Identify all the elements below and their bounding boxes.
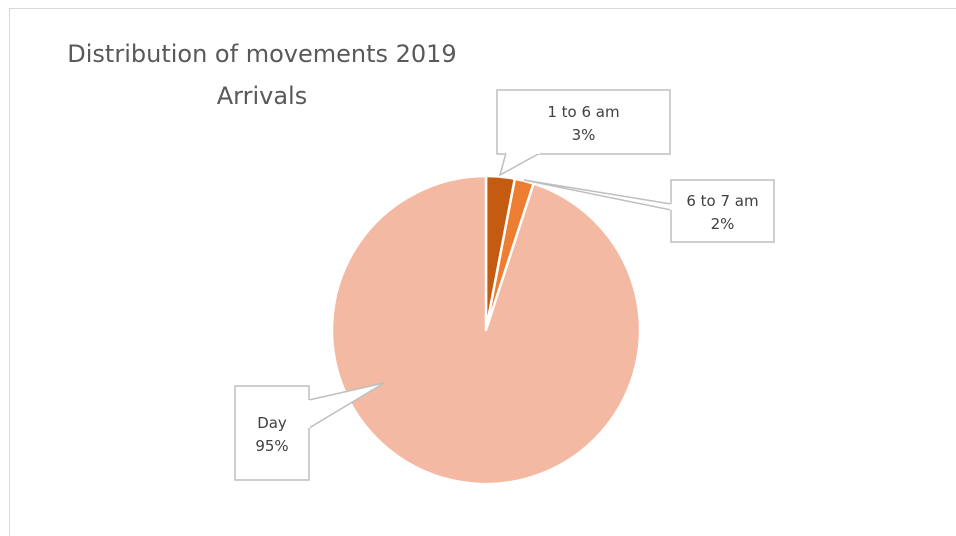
callout-box <box>234 385 310 481</box>
callout-category-label: 6 to 7 am <box>686 192 758 210</box>
data-label-callout-day: Day 95% <box>234 382 385 481</box>
callout-percent-label: 2% <box>711 215 735 233</box>
chart-subtitle: Arrivals <box>217 82 307 110</box>
callout-box <box>496 89 671 155</box>
pie-slices <box>330 174 642 486</box>
callout-box <box>670 179 775 243</box>
data-label-callout-1-to-6-am: 1 to 6 am 3% <box>496 89 671 177</box>
pie-data-labels: 1 to 6 am 3% 6 to 7 am 2% Day 95% <box>234 89 775 481</box>
callout-percent-label: 95% <box>255 437 288 455</box>
pie-slice-day <box>330 174 642 486</box>
data-label-callout-6-to-7-am: 6 to 7 am 2% <box>523 179 775 243</box>
callout-percent-label: 3% <box>572 126 596 144</box>
callout-pointer <box>498 152 541 177</box>
callout-category-label: Day <box>257 414 287 432</box>
callout-category-label: 1 to 6 am <box>547 103 619 121</box>
chart-title: Distribution of movements 2019 <box>67 40 456 68</box>
chart-border <box>9 8 956 536</box>
